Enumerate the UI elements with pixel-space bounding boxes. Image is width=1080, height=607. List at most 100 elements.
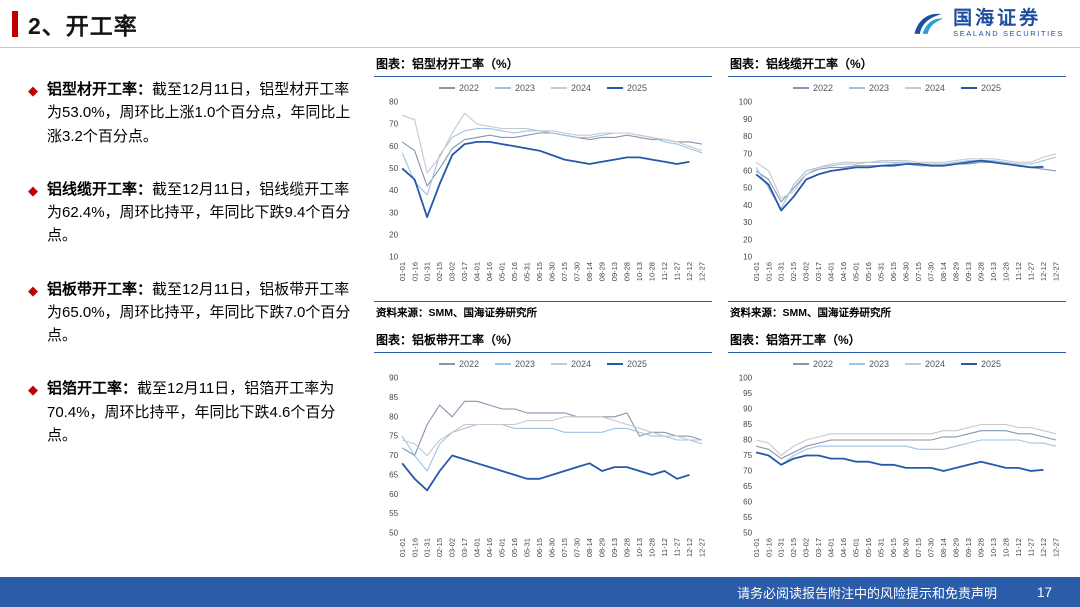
svg-text:85: 85 xyxy=(743,420,752,429)
legend-label: 2023 xyxy=(514,83,535,93)
svg-text:03-17: 03-17 xyxy=(814,262,823,281)
svg-text:07-15: 07-15 xyxy=(560,262,569,281)
title-accent-bar xyxy=(12,10,18,37)
svg-text:06-30: 06-30 xyxy=(548,538,557,557)
svg-text:01-01: 01-01 xyxy=(752,538,761,557)
chart-card-aluminum-strip: 图表：铝板带开工率（%） 2022 2023 2024 2025 50 55 60 65 70… xyxy=(374,328,712,600)
svg-text:50: 50 xyxy=(389,164,398,173)
svg-text:60: 60 xyxy=(743,167,752,176)
svg-text:01-16: 01-16 xyxy=(410,538,419,557)
legend-line-swatch xyxy=(961,86,978,90)
header: 2、开工率 国海证券 SEALAND SECURITIES xyxy=(0,0,1080,48)
bullet-title: 铝线缆开工率： xyxy=(47,180,153,198)
svg-text:55: 55 xyxy=(389,509,398,518)
bullet-item: ◆ 铝线缆开工率：截至12月11日，铝线缆开工率为62.4%，周环比持平，年同比… xyxy=(28,178,356,248)
svg-text:11-12: 11-12 xyxy=(660,538,669,557)
svg-text:08-29: 08-29 xyxy=(598,538,607,557)
legend-label: 2022 xyxy=(812,83,833,93)
svg-text:07-30: 07-30 xyxy=(573,538,582,557)
svg-text:02-15: 02-15 xyxy=(435,538,444,557)
svg-text:10-13: 10-13 xyxy=(989,538,998,557)
svg-text:60: 60 xyxy=(389,490,398,499)
svg-text:04-16: 04-16 xyxy=(839,262,848,281)
svg-text:06-15: 06-15 xyxy=(535,538,544,557)
chart-plot: 50 55 60 65 70 75 80 85 90 95 100 01-01 01-16 01-31 02… xyxy=(739,374,1061,558)
chart-title: 图表：铝板带开工率（%） xyxy=(374,328,712,353)
legend-line-swatch xyxy=(494,363,511,365)
bullets-panel: ◆ 铝型材开工率：截至12月11日，铝型材开工率为53.0%，周环比上涨1.0个… xyxy=(12,52,374,577)
svg-text:08-14: 08-14 xyxy=(585,262,594,281)
legend-item-2025: 2025 xyxy=(961,359,1001,369)
legend-line-swatch xyxy=(607,86,624,90)
bullet-diamond-icon: ◆ xyxy=(28,282,38,298)
svg-text:12-12: 12-12 xyxy=(685,538,694,557)
bullet-diamond-icon: ◆ xyxy=(28,182,38,198)
bullet-title: 铝型材开工率： xyxy=(47,81,153,98)
legend-line-swatch xyxy=(551,87,567,89)
svg-text:50: 50 xyxy=(743,184,752,193)
svg-text:06-15: 06-15 xyxy=(889,538,898,557)
chart-source: 资料来源：SMM、国海证券研究所 xyxy=(728,301,1066,324)
svg-text:05-31: 05-31 xyxy=(877,538,886,557)
legend-label: 2023 xyxy=(868,359,889,369)
svg-text:10-28: 10-28 xyxy=(1002,538,1011,557)
series-line-2025 xyxy=(401,454,690,492)
legend-label: 2024 xyxy=(925,83,946,93)
legend-line-swatch xyxy=(848,87,865,89)
svg-text:05-01: 05-01 xyxy=(852,538,861,557)
svg-text:10: 10 xyxy=(743,253,752,262)
svg-text:04-16: 04-16 xyxy=(839,538,848,557)
legend-item-2023: 2023 xyxy=(494,83,535,93)
svg-text:07-30: 07-30 xyxy=(927,262,936,281)
svg-text:11-12: 11-12 xyxy=(1014,262,1023,281)
svg-text:06-30: 06-30 xyxy=(902,538,911,557)
svg-text:11-27: 11-27 xyxy=(1027,538,1036,557)
chart-plot: 10 20 30 40 50 60 70 80 90 100 01-01 01-16 01-31 02-1… xyxy=(739,98,1061,282)
x-axis-labels: 01-01 01-16 01-31 02-15 03-02 03-17 04-01 04-16… xyxy=(752,262,1061,281)
legend-line-swatch xyxy=(438,87,455,89)
legend-item-2024: 2024 xyxy=(905,83,945,93)
svg-text:01-31: 01-31 xyxy=(777,262,786,281)
svg-text:80: 80 xyxy=(389,98,398,107)
legend-item-2022: 2022 xyxy=(792,359,833,369)
svg-text:80: 80 xyxy=(743,132,752,141)
svg-text:85: 85 xyxy=(389,393,398,402)
legend-line-swatch xyxy=(494,87,511,89)
svg-text:09-28: 09-28 xyxy=(977,262,986,281)
svg-text:09-13: 09-13 xyxy=(964,262,973,281)
svg-text:12-12: 12-12 xyxy=(1039,538,1048,557)
legend-item-2022: 2022 xyxy=(438,359,479,369)
legend-label: 2023 xyxy=(868,83,889,93)
svg-text:03-02: 03-02 xyxy=(802,538,811,557)
svg-text:12-27: 12-27 xyxy=(698,538,707,557)
chart-legend: 2022 2023 2024 2025 xyxy=(374,77,712,95)
legend-item-2023: 2023 xyxy=(848,83,889,93)
series-line-2024 xyxy=(756,423,1057,457)
svg-text:100: 100 xyxy=(739,98,753,107)
series-line-2024 xyxy=(755,153,1057,199)
chart-legend: 2022 2023 2024 2025 xyxy=(728,353,1066,371)
svg-text:04-16: 04-16 xyxy=(485,538,494,557)
legend-item-2025: 2025 xyxy=(961,83,1001,93)
svg-text:11-27: 11-27 xyxy=(673,538,682,557)
legend-line-swatch xyxy=(961,362,978,366)
legend-line-swatch xyxy=(792,363,809,365)
svg-text:90: 90 xyxy=(743,115,752,124)
svg-text:02-15: 02-15 xyxy=(789,538,798,557)
bullet-title: 铝板带开工率： xyxy=(47,280,153,298)
svg-text:05-31: 05-31 xyxy=(877,262,886,281)
svg-text:11-12: 11-12 xyxy=(660,262,669,281)
svg-text:02-15: 02-15 xyxy=(435,262,444,281)
svg-text:05-16: 05-16 xyxy=(864,538,873,557)
svg-text:01-16: 01-16 xyxy=(410,262,419,281)
svg-text:60: 60 xyxy=(389,142,398,151)
series-line-2024 xyxy=(402,416,702,457)
svg-text:05-01: 05-01 xyxy=(498,538,507,557)
bullet-text: 铝板带开工率：截至12月11日，铝板带开工率为65.0%，周环比持平，年同比下跌… xyxy=(47,278,356,348)
svg-text:30: 30 xyxy=(389,208,398,217)
svg-text:12-27: 12-27 xyxy=(698,262,707,281)
legend-label: 2023 xyxy=(514,359,535,369)
svg-text:05-31: 05-31 xyxy=(523,262,532,281)
svg-text:20: 20 xyxy=(389,230,398,239)
